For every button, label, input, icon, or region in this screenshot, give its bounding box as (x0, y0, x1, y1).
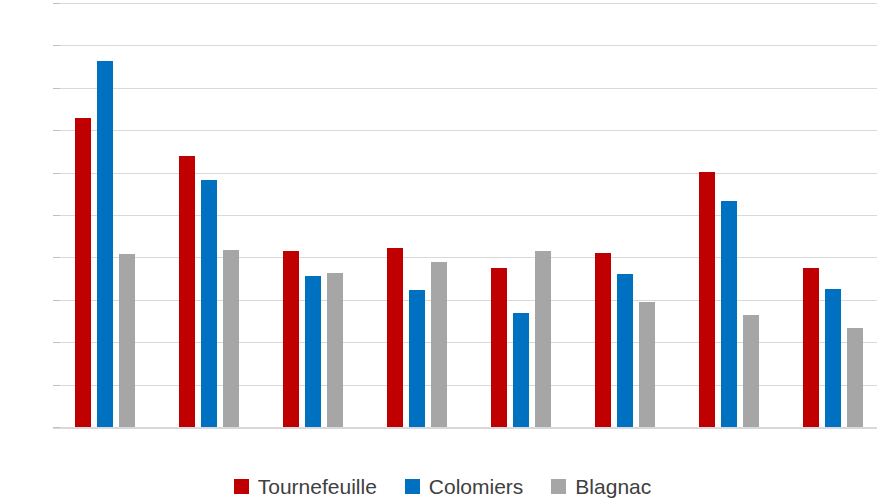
y-tick (53, 300, 60, 301)
bar-colomiers-2019 (409, 290, 425, 427)
legend-label: Blagnac (575, 475, 651, 499)
bar-blagnac-2018 (327, 273, 343, 427)
gridline (53, 215, 877, 216)
y-tick (53, 3, 60, 4)
y-tick (53, 342, 60, 343)
bar-blagnac-2021 (639, 302, 655, 427)
bar-blagnac-2019 (431, 262, 447, 427)
legend-item-tournefeuille: Tournefeuille (234, 475, 377, 499)
bar-tournefeuille-2018 (283, 251, 299, 427)
legend-swatch-blagnac (551, 479, 566, 494)
bar-colomiers-2021 (617, 274, 633, 427)
gridline (53, 427, 877, 429)
bar-colomiers-2018 (305, 276, 321, 427)
bar-tournefeuille-2017 (179, 156, 195, 427)
bar-colomiers-2016 (97, 61, 113, 427)
y-tick (53, 215, 60, 216)
gridline (53, 3, 877, 4)
gridline (53, 257, 877, 258)
y-tick (53, 88, 60, 89)
bar-tournefeuille-2021 (595, 253, 611, 427)
legend-swatch-colomiers (405, 479, 420, 494)
y-tick (53, 385, 60, 386)
bar-tournefeuille-2016 (75, 118, 91, 427)
legend-item-colomiers: Colomiers (405, 475, 524, 499)
legend-label: Colomiers (429, 475, 524, 499)
legend-item-blagnac: Blagnac (551, 475, 651, 499)
legend: Tournefeuille Colomiers Blagnac (0, 473, 885, 500)
gridline (53, 300, 877, 301)
gridline (53, 45, 877, 46)
legend-label: Tournefeuille (258, 475, 377, 499)
gridline (53, 130, 877, 131)
bar-blagnac-2022 (743, 315, 759, 427)
bar-blagnac-2017 (223, 250, 239, 427)
bar-blagnac-2023 (847, 328, 863, 427)
y-tick (53, 427, 60, 428)
bar-tournefeuille-2022 (699, 172, 715, 427)
bar-chart: Tournefeuille Colomiers Blagnac (0, 0, 885, 500)
bar-colomiers-2023 (825, 289, 841, 427)
gridline (53, 88, 877, 89)
y-tick (53, 130, 60, 131)
y-tick (53, 173, 60, 174)
y-tick (53, 257, 60, 258)
legend-swatch-tournefeuille (234, 479, 249, 494)
bar-blagnac-2020 (535, 251, 551, 427)
bar-colomiers-2022 (721, 201, 737, 427)
bar-colomiers-2017 (201, 180, 217, 427)
bar-tournefeuille-2019 (387, 248, 403, 427)
bar-tournefeuille-2023 (803, 268, 819, 427)
gridline (53, 173, 877, 174)
bar-tournefeuille-2020 (491, 268, 507, 427)
y-tick (53, 45, 60, 46)
bar-blagnac-2016 (119, 254, 135, 427)
bar-colomiers-2020 (513, 313, 529, 427)
